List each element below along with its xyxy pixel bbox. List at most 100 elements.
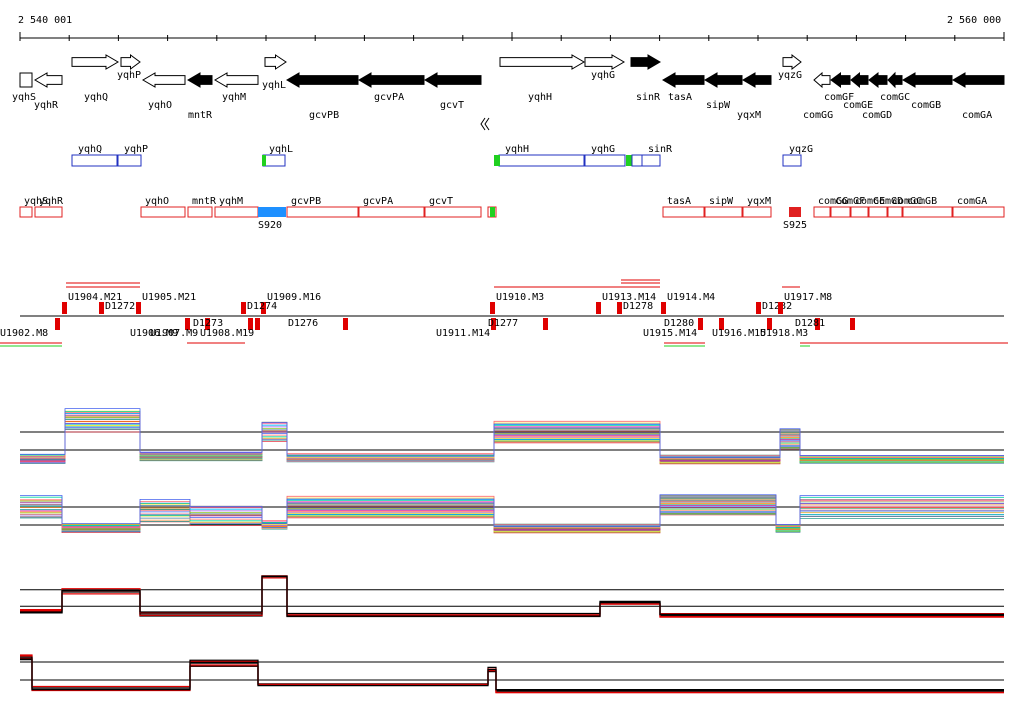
signal-line	[20, 656, 1004, 691]
expression-track-4	[20, 654, 1004, 694]
segment-marker	[778, 302, 783, 314]
gene-label: yqzG	[778, 70, 802, 81]
gene-label: gcvT	[440, 100, 464, 111]
segment-label: U1911.M14	[436, 328, 490, 339]
operon-label: sipW	[709, 196, 734, 207]
expression-track-1	[20, 408, 1004, 465]
operon-box	[187, 206, 213, 218]
operon-minus-yqhM: yqhM	[214, 196, 259, 218]
segment-marker	[490, 302, 495, 314]
operon-label: comGA	[957, 196, 987, 207]
operon-label: yqhR	[39, 196, 64, 207]
segment-lower: U1906.M9	[130, 318, 190, 339]
operon-minus-comGE: comGE	[850, 196, 885, 218]
segment-label: U1909.M16	[267, 292, 321, 303]
segment-label: D1280	[664, 318, 694, 329]
operon-highlight-label: S925	[783, 220, 807, 231]
signal-line	[20, 575, 1004, 618]
gene-label: comGD	[862, 110, 892, 121]
gene-arrow	[187, 72, 213, 88]
gene-arrow	[71, 54, 119, 70]
gene-yqhH: yqhH	[499, 54, 585, 103]
operon-minus-comGB: comGB	[902, 196, 953, 218]
gene-yqhM: yqhM	[214, 72, 259, 103]
segment-label: U1918.M3	[760, 328, 808, 339]
gene-yqhL: yqhL	[262, 54, 287, 91]
ruler: 2 540 001 2 560 000	[18, 15, 1005, 41]
gene-sipW: sipW	[704, 72, 743, 111]
segment-marker	[719, 318, 724, 330]
operon-minus-comGA: comGA	[952, 196, 1005, 218]
operon-box	[742, 206, 772, 218]
gene-arrow	[782, 53, 802, 71]
gene-label: yqhO	[148, 100, 172, 111]
operon-minus-gcvPB: gcvPB	[286, 196, 359, 218]
segment-lower: D1273	[193, 318, 253, 330]
segment-upper: D1274	[241, 301, 277, 314]
gene-arrow	[952, 72, 1005, 88]
signal-line	[20, 410, 1004, 459]
segment-label: U1908.M19	[200, 328, 254, 339]
gene-label: comGE	[843, 100, 873, 111]
gene-arrow	[630, 54, 661, 70]
segment-marker	[136, 302, 141, 314]
operon-minus-tasA: tasA	[662, 196, 705, 218]
operon-box	[214, 206, 259, 218]
segment-marker	[661, 302, 666, 314]
signal-line	[20, 577, 1004, 618]
signal-line	[20, 414, 1004, 459]
gene-yqxM: yqxM	[737, 72, 772, 121]
operon-highlight	[258, 207, 286, 217]
segment-marker	[491, 318, 496, 330]
segment-marker	[850, 318, 855, 330]
gene-comGB: comGB	[902, 72, 953, 111]
operon-plus-yqzG: yqzG	[782, 144, 813, 167]
operon-label: comGD	[873, 196, 903, 207]
operon-highlight	[789, 207, 801, 217]
gene-label: yqhQ	[84, 92, 108, 103]
segment-marker	[205, 318, 210, 330]
segment-lower: D1277	[488, 318, 548, 330]
segment-lower: U1916.M15	[712, 318, 772, 339]
signal-line	[20, 408, 1004, 458]
gene-label: mntR	[188, 110, 213, 121]
segment-label: U1904.M21	[68, 292, 122, 303]
segment-label: U1910.M3	[496, 292, 544, 303]
operon-plus-yqhL: yqhL	[262, 144, 293, 167]
tss-marker	[262, 155, 266, 166]
operon-box	[704, 206, 743, 218]
gene-arrow	[813, 71, 831, 89]
signal-line	[20, 575, 1004, 617]
segment-marker	[255, 318, 260, 330]
segment-label: U1906.M9	[130, 328, 178, 339]
signal-line	[20, 421, 1004, 462]
segment-label: U1914.M4	[667, 292, 715, 303]
segment-marker	[596, 302, 601, 314]
tss-marker	[494, 155, 500, 166]
gene-arrow	[214, 72, 259, 88]
segment-upper: U1905.M21	[136, 292, 196, 314]
gene-comGC: comGC	[880, 71, 910, 103]
signal-line	[20, 575, 1004, 616]
operon-label: yqhS	[24, 196, 48, 207]
segment-lower: U1902.M8	[0, 318, 60, 339]
operon-box	[424, 206, 482, 218]
signal-line	[20, 423, 1004, 461]
operon-label: mntR	[192, 196, 217, 207]
operon-box	[358, 206, 425, 218]
segment-marker	[343, 318, 348, 330]
gene-label: sipW	[706, 100, 731, 111]
segment-marker	[261, 302, 266, 314]
operon-plus-yqhQ: yqhQ	[71, 144, 118, 167]
gene-label: tasA	[668, 92, 692, 103]
gene-arrow	[142, 72, 186, 88]
segment-marker	[767, 318, 772, 330]
segment-upper: U1910.M3	[490, 292, 544, 314]
segment-label: U1913.M14	[602, 292, 656, 303]
operon-label: yqxM	[747, 196, 771, 207]
gene-yqhS: yqhS	[12, 72, 36, 103]
gene-label: yqhP	[117, 70, 141, 81]
operon-minus-sipW: sipW	[704, 196, 743, 218]
